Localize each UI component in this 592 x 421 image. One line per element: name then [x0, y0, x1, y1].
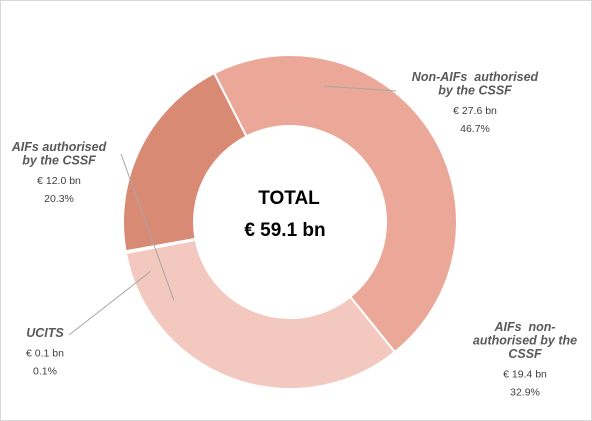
slice-label-name: UCITS	[26, 326, 64, 340]
leader-line-ucits	[68, 271, 151, 336]
slice-amount-label: € 12.0 bn	[37, 175, 81, 187]
center-value: € 59.1 bn	[244, 220, 325, 241]
slices-group	[122, 54, 458, 390]
slice-amount-label: € 19.4 bn	[503, 369, 547, 381]
slice-label-name: by the CSSF	[22, 154, 96, 168]
slice-label-name: CSSF	[508, 347, 542, 361]
slice-label-name: AIFs non-	[493, 320, 555, 334]
slice-percent-label: 32.9%	[510, 387, 540, 399]
leader-lines-group	[68, 85, 397, 336]
slice-percent-label: 46.7%	[460, 123, 490, 135]
slice-label-name: by the CSSF	[438, 84, 512, 98]
slice-percent-label: 0.1%	[33, 366, 57, 378]
leader-line-non-aifs-authorised-by-the-cssf	[323, 85, 397, 92]
slice-label-name: authorised by the	[473, 334, 577, 348]
slice-aifs-authorised-by-the-cssf	[122, 71, 248, 253]
slice-amount-label: € 0.1 bn	[26, 348, 64, 360]
slice-label-name: Non-AIFs authorised	[412, 70, 539, 84]
leader-line-aifs-authorised-by-the-cssf	[120, 153, 175, 301]
slice-amount-label: € 27.6 bn	[453, 105, 497, 117]
slice-aifs-non-authorised-by-the-cssf	[124, 238, 397, 390]
slice-non-aifs-authorised-by-the-cssf	[212, 54, 458, 354]
slice-label-name: AIFs authorised	[11, 140, 107, 154]
center-title: TOTAL	[258, 188, 320, 209]
slice-percent-label: 20.3%	[44, 193, 74, 205]
